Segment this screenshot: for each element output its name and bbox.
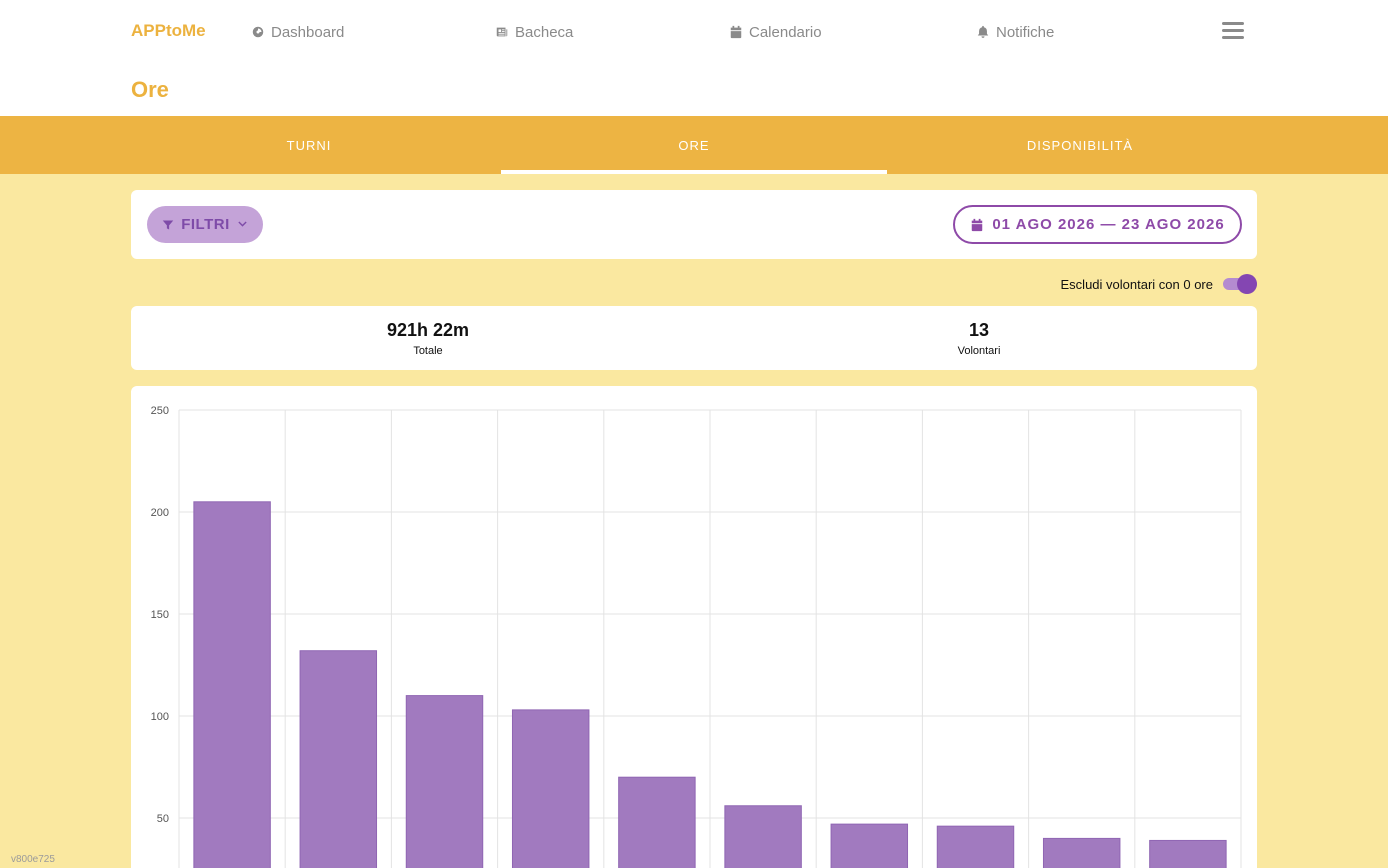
stats-card: 921h 22m Totale 13 Volontari: [131, 306, 1257, 370]
chevron-down-icon: [238, 221, 247, 227]
exclude-zero-toggle[interactable]: [1223, 274, 1257, 294]
nav-dashboard[interactable]: Dashboard: [251, 22, 344, 42]
y-tick-label: 250: [151, 405, 169, 417]
bar[interactable]: [405, 695, 484, 868]
bar[interactable]: [830, 823, 909, 868]
newspaper-icon: [496, 27, 508, 37]
tab-disponibilita[interactable]: DISPONIBILITÀ: [1026, 137, 1134, 153]
brand-logo[interactable]: APPtoMe: [131, 21, 206, 40]
nav-bacheca-label: Bacheca: [515, 23, 574, 41]
stat-total-value: 921h 22m: [386, 319, 470, 340]
y-tick-label: 100: [151, 711, 169, 723]
nav-notifiche-label: Notifiche: [996, 23, 1055, 41]
bar[interactable]: [511, 709, 590, 868]
bar[interactable]: [299, 650, 378, 868]
y-tick-label: 200: [151, 507, 169, 519]
nav-bacheca[interactable]: Bacheca: [495, 22, 573, 42]
y-tick-label: 150: [151, 609, 169, 621]
date-range-button[interactable]: 01 AGO 2026 — 23 AGO 2026: [953, 205, 1242, 244]
tab-bar: TURNI ORE DISPONIBILITÀ: [0, 116, 1388, 174]
exclude-zero-row: Escludi volontari con 0 ore: [900, 274, 1257, 294]
stat-volunteers: 13 Volontari: [698, 306, 1260, 370]
bar[interactable]: [936, 825, 1015, 868]
stat-total: 921h 22m Totale: [147, 306, 709, 370]
tab-turni[interactable]: TURNI: [286, 137, 332, 153]
stat-total-label: Totale: [413, 344, 443, 357]
filter-card: FILTRI 01 AGO 2026 — 23 AGO 2026: [131, 190, 1257, 259]
calendar-icon: [730, 25, 742, 39]
nav-calendario[interactable]: Calendario: [729, 22, 822, 42]
nav-calendario-label: Calendario: [749, 23, 822, 41]
bar[interactable]: [618, 776, 696, 868]
stat-volunteers-value: 13: [968, 319, 990, 340]
page-title: Ore: [131, 77, 169, 102]
nav-dashboard-label: Dashboard: [271, 23, 345, 41]
bell-icon: [977, 25, 989, 38]
hours-bar-chart: 50 100 150 200 250: [151, 405, 1242, 868]
y-tick-label: 50: [157, 813, 169, 825]
stat-volunteers-label: Volontari: [957, 344, 1001, 357]
hamburger-icon[interactable]: [1222, 22, 1244, 40]
dashboard-icon: [252, 26, 264, 38]
bar[interactable]: [193, 501, 271, 868]
nav-notifiche[interactable]: Notifiche: [976, 22, 1054, 42]
top-navbar: APPtoMe Dashboard Bacheca Calendario Not…: [0, 0, 1388, 116]
version-label: v800e725: [11, 854, 55, 865]
bar[interactable]: [1149, 839, 1227, 868]
tab-ore[interactable]: ORE: [501, 116, 887, 174]
exclude-zero-label: Escludi volontari con 0 ore: [1060, 276, 1213, 292]
filters-button[interactable]: FILTRI: [147, 206, 263, 243]
filter-icon: [162, 220, 174, 229]
hours-chart-card: 50 100 150 200 250: [131, 386, 1257, 868]
calendar-icon: [972, 218, 983, 231]
bar[interactable]: [1042, 837, 1121, 868]
filters-label: FILTRI: [181, 216, 230, 233]
bar[interactable]: [724, 805, 802, 868]
date-range-label: 01 AGO 2026 — 23 AGO 2026: [992, 216, 1225, 233]
